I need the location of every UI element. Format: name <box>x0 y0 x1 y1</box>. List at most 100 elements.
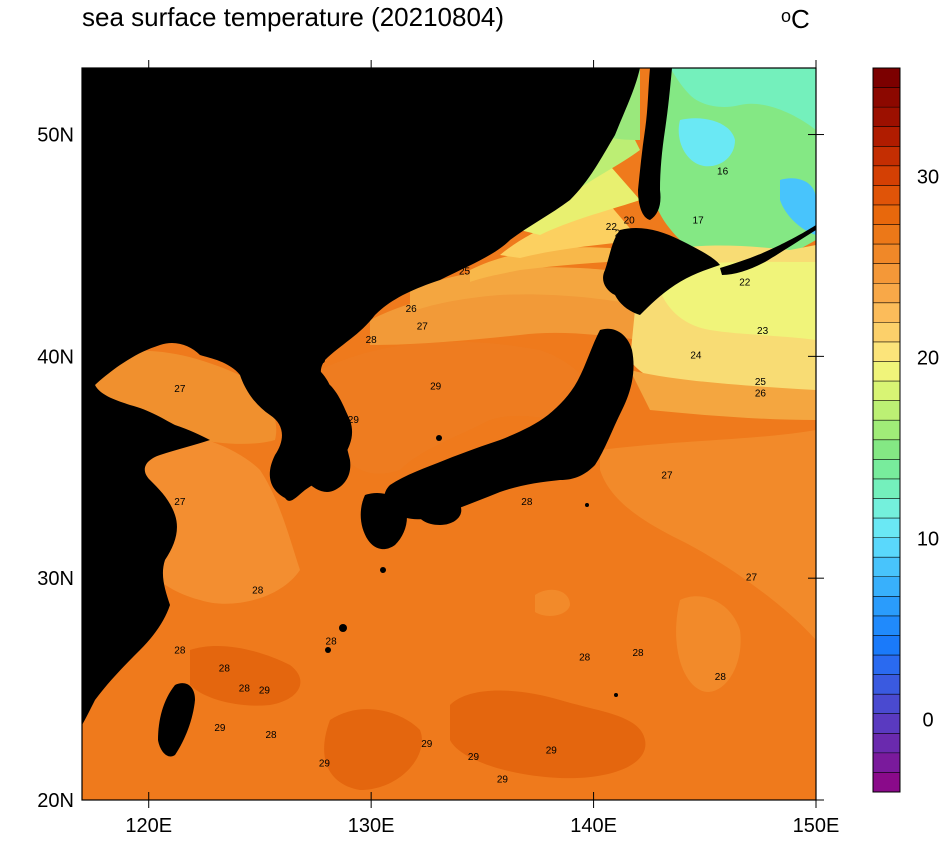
colorbar-segment <box>873 204 900 225</box>
contour-label: 28 <box>521 497 533 508</box>
colorbar-segment <box>873 459 900 480</box>
colorbar-segment <box>873 146 900 167</box>
colorbar-segment <box>873 341 900 362</box>
contour-label: 28 <box>366 335 378 346</box>
colorbar-segment <box>873 420 900 441</box>
island-okinawa <box>339 624 347 632</box>
contour-label: 16 <box>717 166 729 177</box>
colorbar-segment <box>873 635 900 656</box>
contour-label: 17 <box>693 215 705 226</box>
contour-label: 21 <box>615 229 627 240</box>
contour-labels: 1617202122222324252425262627282929292727… <box>174 166 769 785</box>
island-tanegashima <box>380 567 386 573</box>
contour-label: 28 <box>579 652 591 663</box>
band-20 <box>520 160 640 235</box>
colorbar-segment <box>873 400 900 421</box>
colorbar-segment <box>873 557 900 578</box>
contour-label: 27 <box>174 384 186 395</box>
contour-label: 28 <box>239 683 251 694</box>
land-kyushu <box>360 493 407 550</box>
colorbar <box>872 67 901 793</box>
contour-label: 23 <box>757 326 769 337</box>
contour-label: 29 <box>319 759 331 770</box>
ocean-east-cooler-band <box>600 430 816 640</box>
lat-tick-label: 40N <box>37 346 74 368</box>
colorbar-segment <box>873 615 900 636</box>
colorbar-segment <box>873 87 900 108</box>
map-frame <box>81 67 817 801</box>
colorbar-segment <box>873 126 900 147</box>
colorbar-segment <box>873 655 900 675</box>
ocean-east-patch <box>676 596 741 692</box>
lon-tick-label: 120E <box>125 815 172 837</box>
japan-sea-warm <box>315 341 600 474</box>
colorbar-segment <box>873 165 900 186</box>
kuril-cold-core <box>780 178 816 235</box>
colorbar-segment <box>873 302 900 323</box>
contour-label: 29 <box>259 686 271 697</box>
contour-label: 28 <box>632 648 644 659</box>
lon-tick-label: 150E <box>793 815 840 837</box>
contour-label: 28 <box>265 730 277 741</box>
colorbar-segment <box>873 498 900 519</box>
colorbar-segment <box>873 772 900 793</box>
contour-label: 29 <box>214 723 226 734</box>
contour-label: 27 <box>417 322 429 333</box>
island-ryukyu <box>325 647 331 653</box>
contour-label: 25 <box>459 266 471 277</box>
contour-label: 24 <box>459 257 471 268</box>
band-22 <box>500 205 640 258</box>
contour-label: 22 <box>606 222 618 233</box>
colorbar-segment <box>873 322 900 343</box>
contour-label: 28 <box>715 672 727 683</box>
contour-label: 29 <box>421 739 433 750</box>
lon-tick-label: 130E <box>348 815 395 837</box>
warm-pool-southwest <box>324 709 422 790</box>
contour-label: 24 <box>690 351 702 362</box>
longitude-axis: 120E 130E 140E 150E <box>125 60 839 837</box>
lon-tick-label: 140E <box>570 815 617 837</box>
land-shikoku <box>415 501 462 525</box>
colorbar-segment <box>873 752 900 773</box>
latitude-axis: 20N 30N 40N 50N <box>37 125 824 812</box>
map-title: sea surface temperature (20210804) <box>82 2 505 32</box>
colorbar-segment <box>873 694 900 715</box>
colorbar-segment <box>873 68 900 88</box>
okhotsk-cold-core <box>678 118 735 167</box>
units-label: oC <box>781 4 810 35</box>
colorbar-segment <box>873 674 900 695</box>
colorbar-segment <box>873 576 900 597</box>
colorbar-ticks: 0 10 20 30 <box>917 167 939 732</box>
colorbar-segment <box>873 596 900 617</box>
colorbar-tick-label: 20 <box>917 348 939 370</box>
lat-tick-label: 20N <box>37 790 74 812</box>
colorbar-segment <box>873 733 900 754</box>
contour-label: 28 <box>219 663 231 674</box>
degree-symbol: o <box>781 6 792 26</box>
warm-pool-south <box>450 690 646 779</box>
colorbar-segment <box>873 224 900 245</box>
map-plot-area <box>82 68 816 800</box>
land-kuril <box>720 225 816 275</box>
colorbar-tick-label: 10 <box>917 529 939 551</box>
contour-label: 20 <box>624 215 636 226</box>
island-oki <box>436 435 442 441</box>
land-sakhalin <box>638 68 672 220</box>
colorbar-segment <box>873 381 900 401</box>
contour-label: 26 <box>755 388 767 399</box>
colorbar-segment <box>873 244 900 264</box>
contour-label: 29 <box>314 355 326 366</box>
celsius-letter: C <box>791 4 810 34</box>
island-bonin <box>614 693 618 697</box>
contour-label: 26 <box>406 304 418 315</box>
colorbar-segment <box>873 478 900 499</box>
contour-label: 29 <box>546 745 558 756</box>
colorbar-segment <box>873 361 900 382</box>
land-taiwan <box>158 683 195 757</box>
contour-label: 29 <box>468 752 480 763</box>
colorbar-tick-label: 30 <box>917 167 939 189</box>
land-korea <box>289 360 351 492</box>
colorbar-segment <box>873 283 900 304</box>
colorbar-segment <box>873 537 900 558</box>
